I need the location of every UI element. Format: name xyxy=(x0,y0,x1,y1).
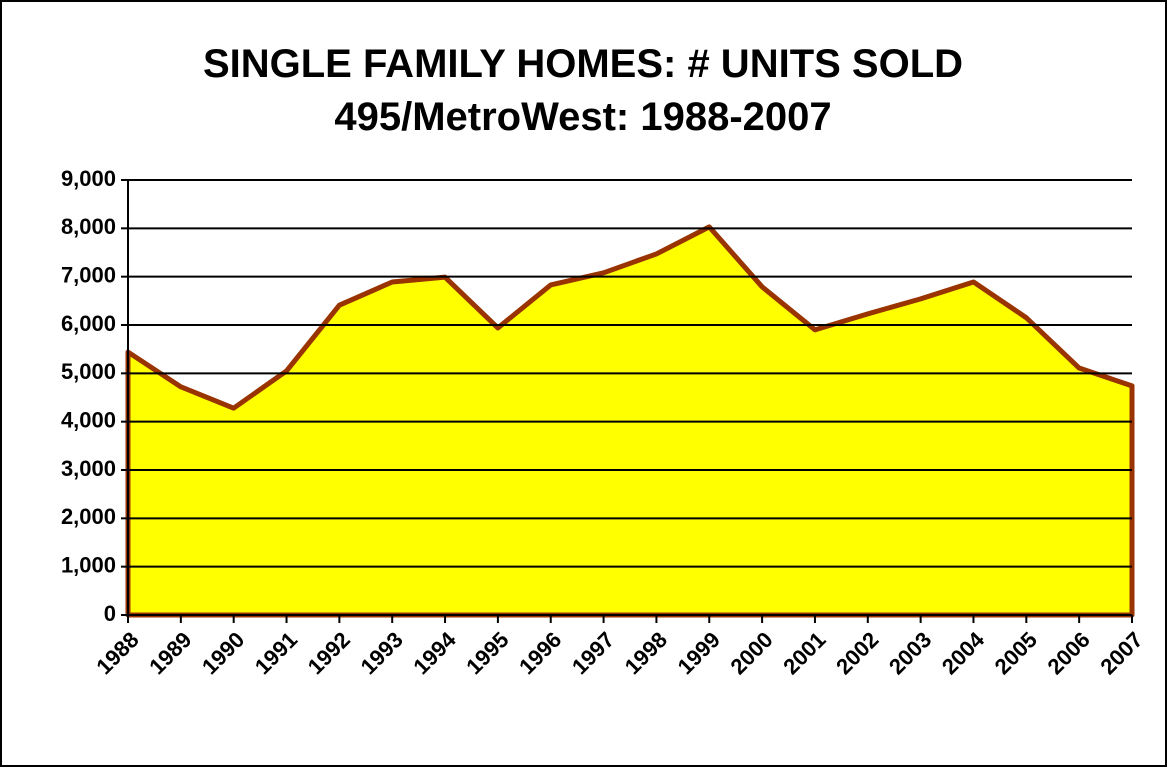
chart-subtitle: 495/MetroWest: 1988-2007 xyxy=(334,95,831,139)
y-tick-label: 0 xyxy=(104,601,116,626)
y-tick-label: 3,000 xyxy=(61,456,116,481)
y-tick-label: 1,000 xyxy=(61,552,116,577)
y-tick-label: 6,000 xyxy=(61,311,116,336)
y-tick-label: 7,000 xyxy=(61,262,116,287)
y-tick-label: 5,000 xyxy=(61,359,116,384)
y-tick-label: 2,000 xyxy=(61,504,116,529)
chart-title: SINGLE FAMILY HOMES: # UNITS SOLD xyxy=(203,42,963,86)
y-tick-label: 8,000 xyxy=(61,214,116,239)
y-tick-label: 9,000 xyxy=(61,166,116,191)
y-tick-label: 4,000 xyxy=(61,407,116,432)
